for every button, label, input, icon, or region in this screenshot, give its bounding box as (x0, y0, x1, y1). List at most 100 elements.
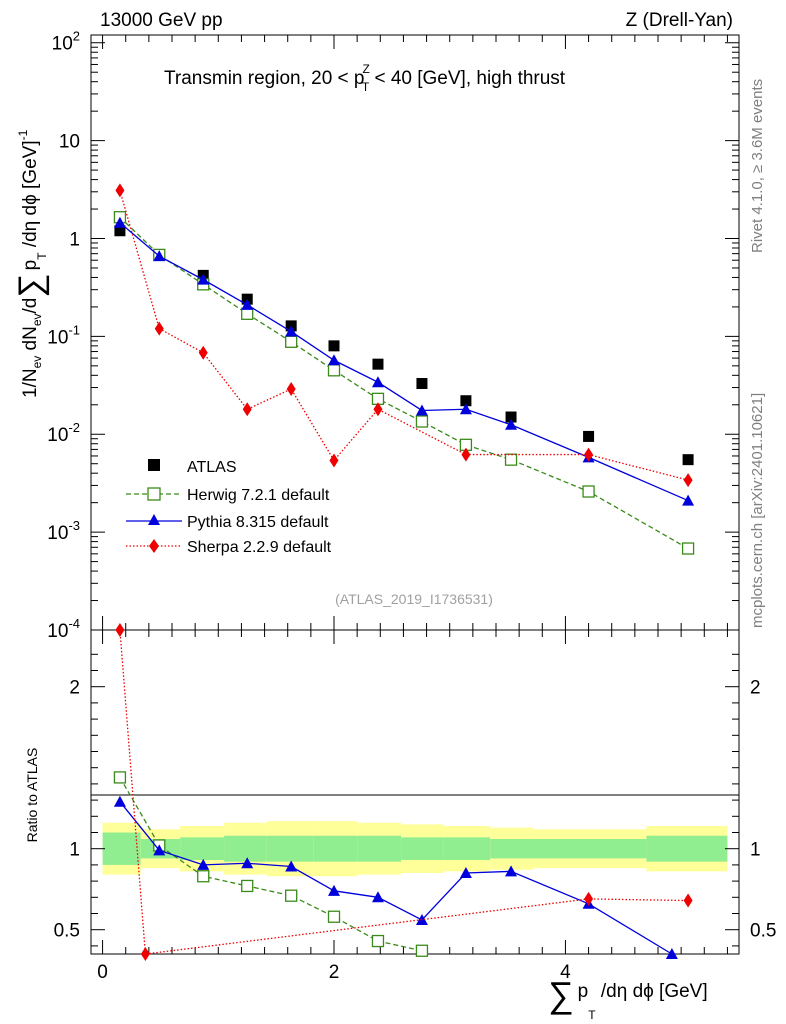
herwig-point (197, 870, 210, 883)
atlas-data-point (328, 340, 340, 352)
sherpa-point (198, 345, 208, 360)
ylabel-d: p (20, 260, 41, 271)
ratio-band-inner (646, 835, 728, 862)
mcplots-label: mcplots.cern.ch [arXiv:2401.10621] (749, 393, 766, 628)
herwig-point (582, 485, 595, 498)
legend-atlas-marker (148, 459, 160, 471)
main-y-axis-label: 1/Nev dNev/d∑pT /dη dϕ [GeV]-1 (12, 129, 50, 398)
sherpa-point (242, 402, 252, 417)
pythia-point (459, 403, 472, 415)
main-y-tick-label: 10-2 (47, 420, 80, 446)
pythia-point (415, 913, 428, 925)
plot-title-pre: Transmin region, 20 < p (164, 68, 364, 89)
ratio-y-axis-label: Ratio to ATLAS (24, 748, 40, 843)
legend-sherpa-marker (149, 539, 159, 553)
atlas-data-point (682, 454, 694, 466)
main-y-tick-label: 102 (52, 29, 80, 55)
pythia-point (241, 857, 254, 869)
main-series (113, 183, 695, 555)
herwig-point (327, 364, 341, 377)
herwig-point (504, 453, 518, 466)
ratio-uncertainty-bands (102, 821, 728, 877)
ratio-y-tick-label: 0.5 (54, 921, 80, 942)
x-tick-label: 4 (560, 962, 571, 983)
herwig-point (241, 879, 254, 893)
ratio-x-ticks: 0 2 4 (97, 630, 728, 983)
ratio-band-inner (180, 837, 225, 861)
ratio-plot-frame (90, 629, 740, 955)
pythia-point (153, 250, 166, 262)
sherpa-point (373, 402, 383, 417)
pythia-point (197, 858, 210, 870)
ylabel-sum: ∑ (12, 273, 50, 297)
main-y-tick-label: 1 (69, 229, 80, 250)
ratio-band-inner (313, 835, 358, 862)
sherpa-point (584, 891, 594, 906)
x-tick-label: 2 (329, 962, 340, 983)
ylabel-e: /dη dϕ [GeV] (20, 140, 41, 252)
herwig-point (241, 307, 254, 320)
herwig-point (415, 415, 429, 428)
sherpa-point (154, 321, 164, 336)
pythia-point (241, 298, 254, 310)
main-y-tick-label: 10-1 (47, 322, 80, 348)
ratio-band-inner (533, 838, 647, 859)
sherpa-point (329, 453, 339, 468)
ratio-y-tick-label-right: 0.5 (750, 921, 776, 942)
herwig-point (285, 889, 298, 902)
pythia-series-line (119, 801, 673, 955)
legend-pythia-label: Pythia 8.315 default (187, 514, 329, 531)
pythia-point (113, 216, 126, 228)
main-x-ticks (102, 35, 728, 630)
herwig-point (285, 335, 298, 348)
pythia-point (153, 844, 166, 856)
herwig-point (681, 542, 695, 555)
legend-herwig-marker (147, 487, 161, 501)
sherpa-point (683, 473, 693, 488)
ratio-y-tick-label-right: 1 (750, 840, 761, 861)
header-right-label: Z (Drell-Yan) (626, 10, 733, 31)
atlas-data-point (416, 378, 428, 390)
pythia-point (665, 948, 678, 959)
main-y-tick-label: 10-3 (47, 518, 80, 544)
ratio-y-tick-label-right: 2 (750, 678, 761, 699)
pythia-point (113, 795, 126, 807)
main-y-tick-label: 10 (59, 132, 80, 153)
pythia-point (415, 404, 428, 416)
plot-title-post: < 40 [GeV], high thrust (369, 68, 566, 89)
pythia-point (371, 376, 384, 388)
main-y-ticks: 10-4 10-3 10-2 10-1 1 10 102 (47, 29, 739, 642)
legend: ATLAS Herwig 7.2.1 default Pythia 8.315 … (126, 459, 332, 556)
legend-atlas-label: ATLAS (187, 459, 237, 476)
ylabel-a: 1/N (20, 368, 41, 398)
sherpa-point (461, 447, 471, 462)
ylabel-c: /d (20, 298, 41, 314)
atlas-data-point (505, 411, 517, 423)
legend-sherpa-label: Sherpa 2.2.9 default (187, 539, 332, 556)
pythia-point (328, 354, 340, 366)
sherpa-series-line (119, 190, 689, 481)
sherpa-point (286, 381, 296, 396)
ratio-band-inner (401, 837, 444, 861)
pythia-point (285, 325, 298, 337)
plot-title-sup: Z (362, 62, 369, 76)
x-tick-label: 0 (97, 962, 108, 983)
pythia-point (459, 867, 472, 878)
pythia-point (285, 860, 298, 872)
x-axis-label: ∑ pT /dη dϕ [GeV] (548, 974, 708, 1022)
sherpa-point (584, 447, 594, 462)
ratio-panel: 0.5 0.5 1 1 2 2 0 2 4 Ratio to ATLAS ∑ pT /dη dϕ… (24, 623, 776, 1022)
herwig-series-line (119, 216, 689, 550)
ratio-y-ticks: 0.5 0.5 1 1 2 2 (54, 653, 776, 947)
atlas-data-point (460, 395, 472, 407)
herwig-point (327, 910, 341, 923)
atlas-data-point (372, 358, 384, 370)
ratio-band-inner (490, 838, 534, 859)
sherpa-point (115, 183, 125, 198)
legend-herwig-label: Herwig 7.2.1 default (187, 487, 330, 504)
ratio-band-inner (357, 835, 402, 862)
rivet-version-label: Rivet 4.1.0, ≥ 3.6M events (749, 79, 766, 253)
pythia-point (197, 273, 210, 285)
atlas-data-point (583, 430, 595, 442)
